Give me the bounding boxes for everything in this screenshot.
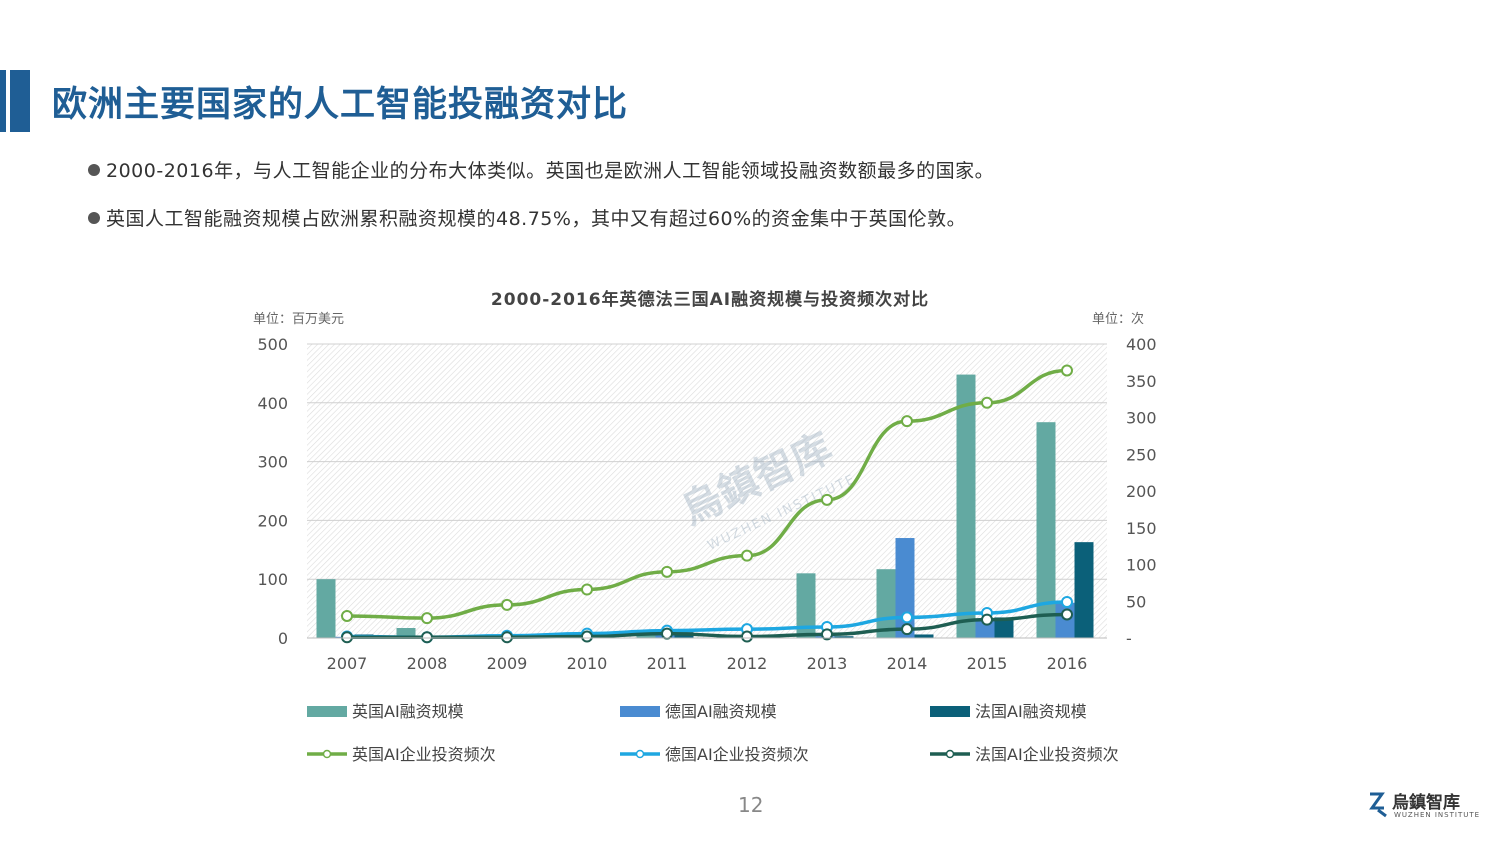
right-tick-label: - xyxy=(1126,629,1132,648)
right-tick-label: 350 xyxy=(1126,372,1157,391)
line-point xyxy=(741,549,753,562)
left-axis-unit: 单位：百万美元 xyxy=(253,312,344,327)
left-tick-label: 200 xyxy=(257,511,288,530)
legend-label: 德国AI融资规模 xyxy=(665,702,777,721)
legend-marker xyxy=(945,749,955,759)
bar xyxy=(396,628,416,638)
legend-marker xyxy=(322,749,332,759)
line-point xyxy=(821,628,833,641)
line-point xyxy=(901,415,913,428)
legend-swatch xyxy=(620,706,660,717)
x-tick-label: 2009 xyxy=(487,654,528,673)
bullet-dot-icon xyxy=(88,211,100,224)
left-axis: 0 100 200 300 400 500 xyxy=(257,335,288,648)
chart-title: 2000-2016年英德法三国AI融资规模与投资频次对比 xyxy=(491,289,929,310)
line-point xyxy=(341,631,353,644)
line-point xyxy=(901,611,913,624)
x-tick-label: 2013 xyxy=(807,654,848,673)
line-point xyxy=(661,627,673,640)
bullet-dot-icon xyxy=(88,163,100,176)
left-tick-label: 500 xyxy=(257,335,288,354)
bar xyxy=(876,569,896,638)
line-point xyxy=(581,630,593,643)
x-axis: 2007 2008 2009 2010 2011 2012 2013 2014 2015 2016 xyxy=(307,637,1107,673)
line-point xyxy=(1061,364,1073,377)
bar xyxy=(1055,602,1075,638)
right-axis-unit: 单位：次 xyxy=(1092,311,1144,327)
right-tick-label: 400 xyxy=(1126,335,1157,354)
legend-label: 英国AI企业投资频次 xyxy=(352,745,496,764)
bullet-1: 2000-2016年，与人工智能企业的分布大体类似。英国也是欧洲人工智能领域投融… xyxy=(88,156,994,183)
logo-subtext: WUZHEN INSTITUTE xyxy=(1394,811,1481,819)
x-tick-label: 2011 xyxy=(647,654,688,673)
left-tick-label: 400 xyxy=(257,394,288,413)
bar xyxy=(914,634,934,638)
legend-label: 法国AI融资规模 xyxy=(975,702,1087,721)
right-tick-label: 200 xyxy=(1126,482,1157,501)
x-tick-label: 2016 xyxy=(1047,654,1088,673)
series-line xyxy=(346,612,1068,640)
right-axis: - 50 100 150 200 250 300 350 400 xyxy=(1126,335,1157,648)
right-tick-label: 250 xyxy=(1126,445,1157,464)
bar xyxy=(636,634,656,638)
title-accent-bar-thin xyxy=(0,70,6,132)
bar xyxy=(1074,542,1094,638)
left-tick-label: 100 xyxy=(257,570,288,589)
line-point xyxy=(741,630,753,643)
right-tick-label: 50 xyxy=(1126,592,1146,611)
line-point xyxy=(421,631,433,644)
right-tick-label: 100 xyxy=(1126,556,1157,575)
legend-label: 法国AI企业投资频次 xyxy=(975,745,1119,764)
page-title: 欧洲主要国家的人工智能投融资对比 xyxy=(52,85,629,125)
logo-icon xyxy=(1369,792,1387,818)
legend-swatch xyxy=(930,706,970,717)
lines xyxy=(341,364,1073,644)
x-tick-label: 2010 xyxy=(567,654,608,673)
x-tick-label: 2014 xyxy=(887,654,928,673)
line-point xyxy=(421,612,433,625)
page-number: 12 xyxy=(738,793,764,817)
legend-marker xyxy=(635,749,645,759)
right-tick-label: 150 xyxy=(1126,519,1157,538)
bar xyxy=(1036,422,1056,638)
bar xyxy=(956,374,976,638)
bar xyxy=(994,617,1014,638)
chart: 2000-2016年英德法三国AI融资规模与投资频次对比 单位：百万美元 单位：… xyxy=(240,280,1180,780)
bullet-2: 英国人工智能融资规模占欧洲累积融资规模的48.75%，其中又有超过60%的资金集… xyxy=(88,204,966,231)
x-tick-label: 2007 xyxy=(327,654,368,673)
legend-swatch xyxy=(307,706,347,717)
chart-svg: 2000-2016年英德法三国AI融资规模与投资频次对比 单位：百万美元 单位：… xyxy=(253,289,1157,764)
line-point xyxy=(661,565,673,578)
bar xyxy=(796,573,816,638)
right-tick-label: 300 xyxy=(1126,409,1157,428)
line-point xyxy=(1061,595,1073,608)
bar xyxy=(834,636,854,638)
line-point xyxy=(981,396,993,409)
bar xyxy=(316,579,336,638)
line-point xyxy=(501,598,513,611)
line-point xyxy=(981,613,993,626)
left-tick-label: 0 xyxy=(278,629,288,648)
x-tick-label: 2015 xyxy=(967,654,1008,673)
line-point xyxy=(581,583,593,596)
line-point xyxy=(501,631,513,644)
title-accent-bar xyxy=(10,70,30,132)
line-point xyxy=(901,623,913,636)
x-tick-label: 2012 xyxy=(727,654,768,673)
legend-label: 英国AI融资规模 xyxy=(352,702,464,721)
bullet-1-text: 2000-2016年，与人工智能企业的分布大体类似。英国也是欧洲人工智能领域投融… xyxy=(106,160,995,182)
left-tick-label: 300 xyxy=(257,453,288,472)
line-point xyxy=(341,609,353,622)
x-tick-label: 2008 xyxy=(407,654,448,673)
bullet-2-text: 英国人工智能融资规模占欧洲累积融资规模的48.75%，其中又有超过60%的资金集… xyxy=(106,208,967,230)
line-point xyxy=(1061,608,1073,621)
series-line xyxy=(346,368,1068,620)
line-point xyxy=(821,493,833,506)
logo-text: 烏鎮智库 xyxy=(1392,793,1460,813)
legend-label: 德国AI企业投资频次 xyxy=(665,745,809,764)
